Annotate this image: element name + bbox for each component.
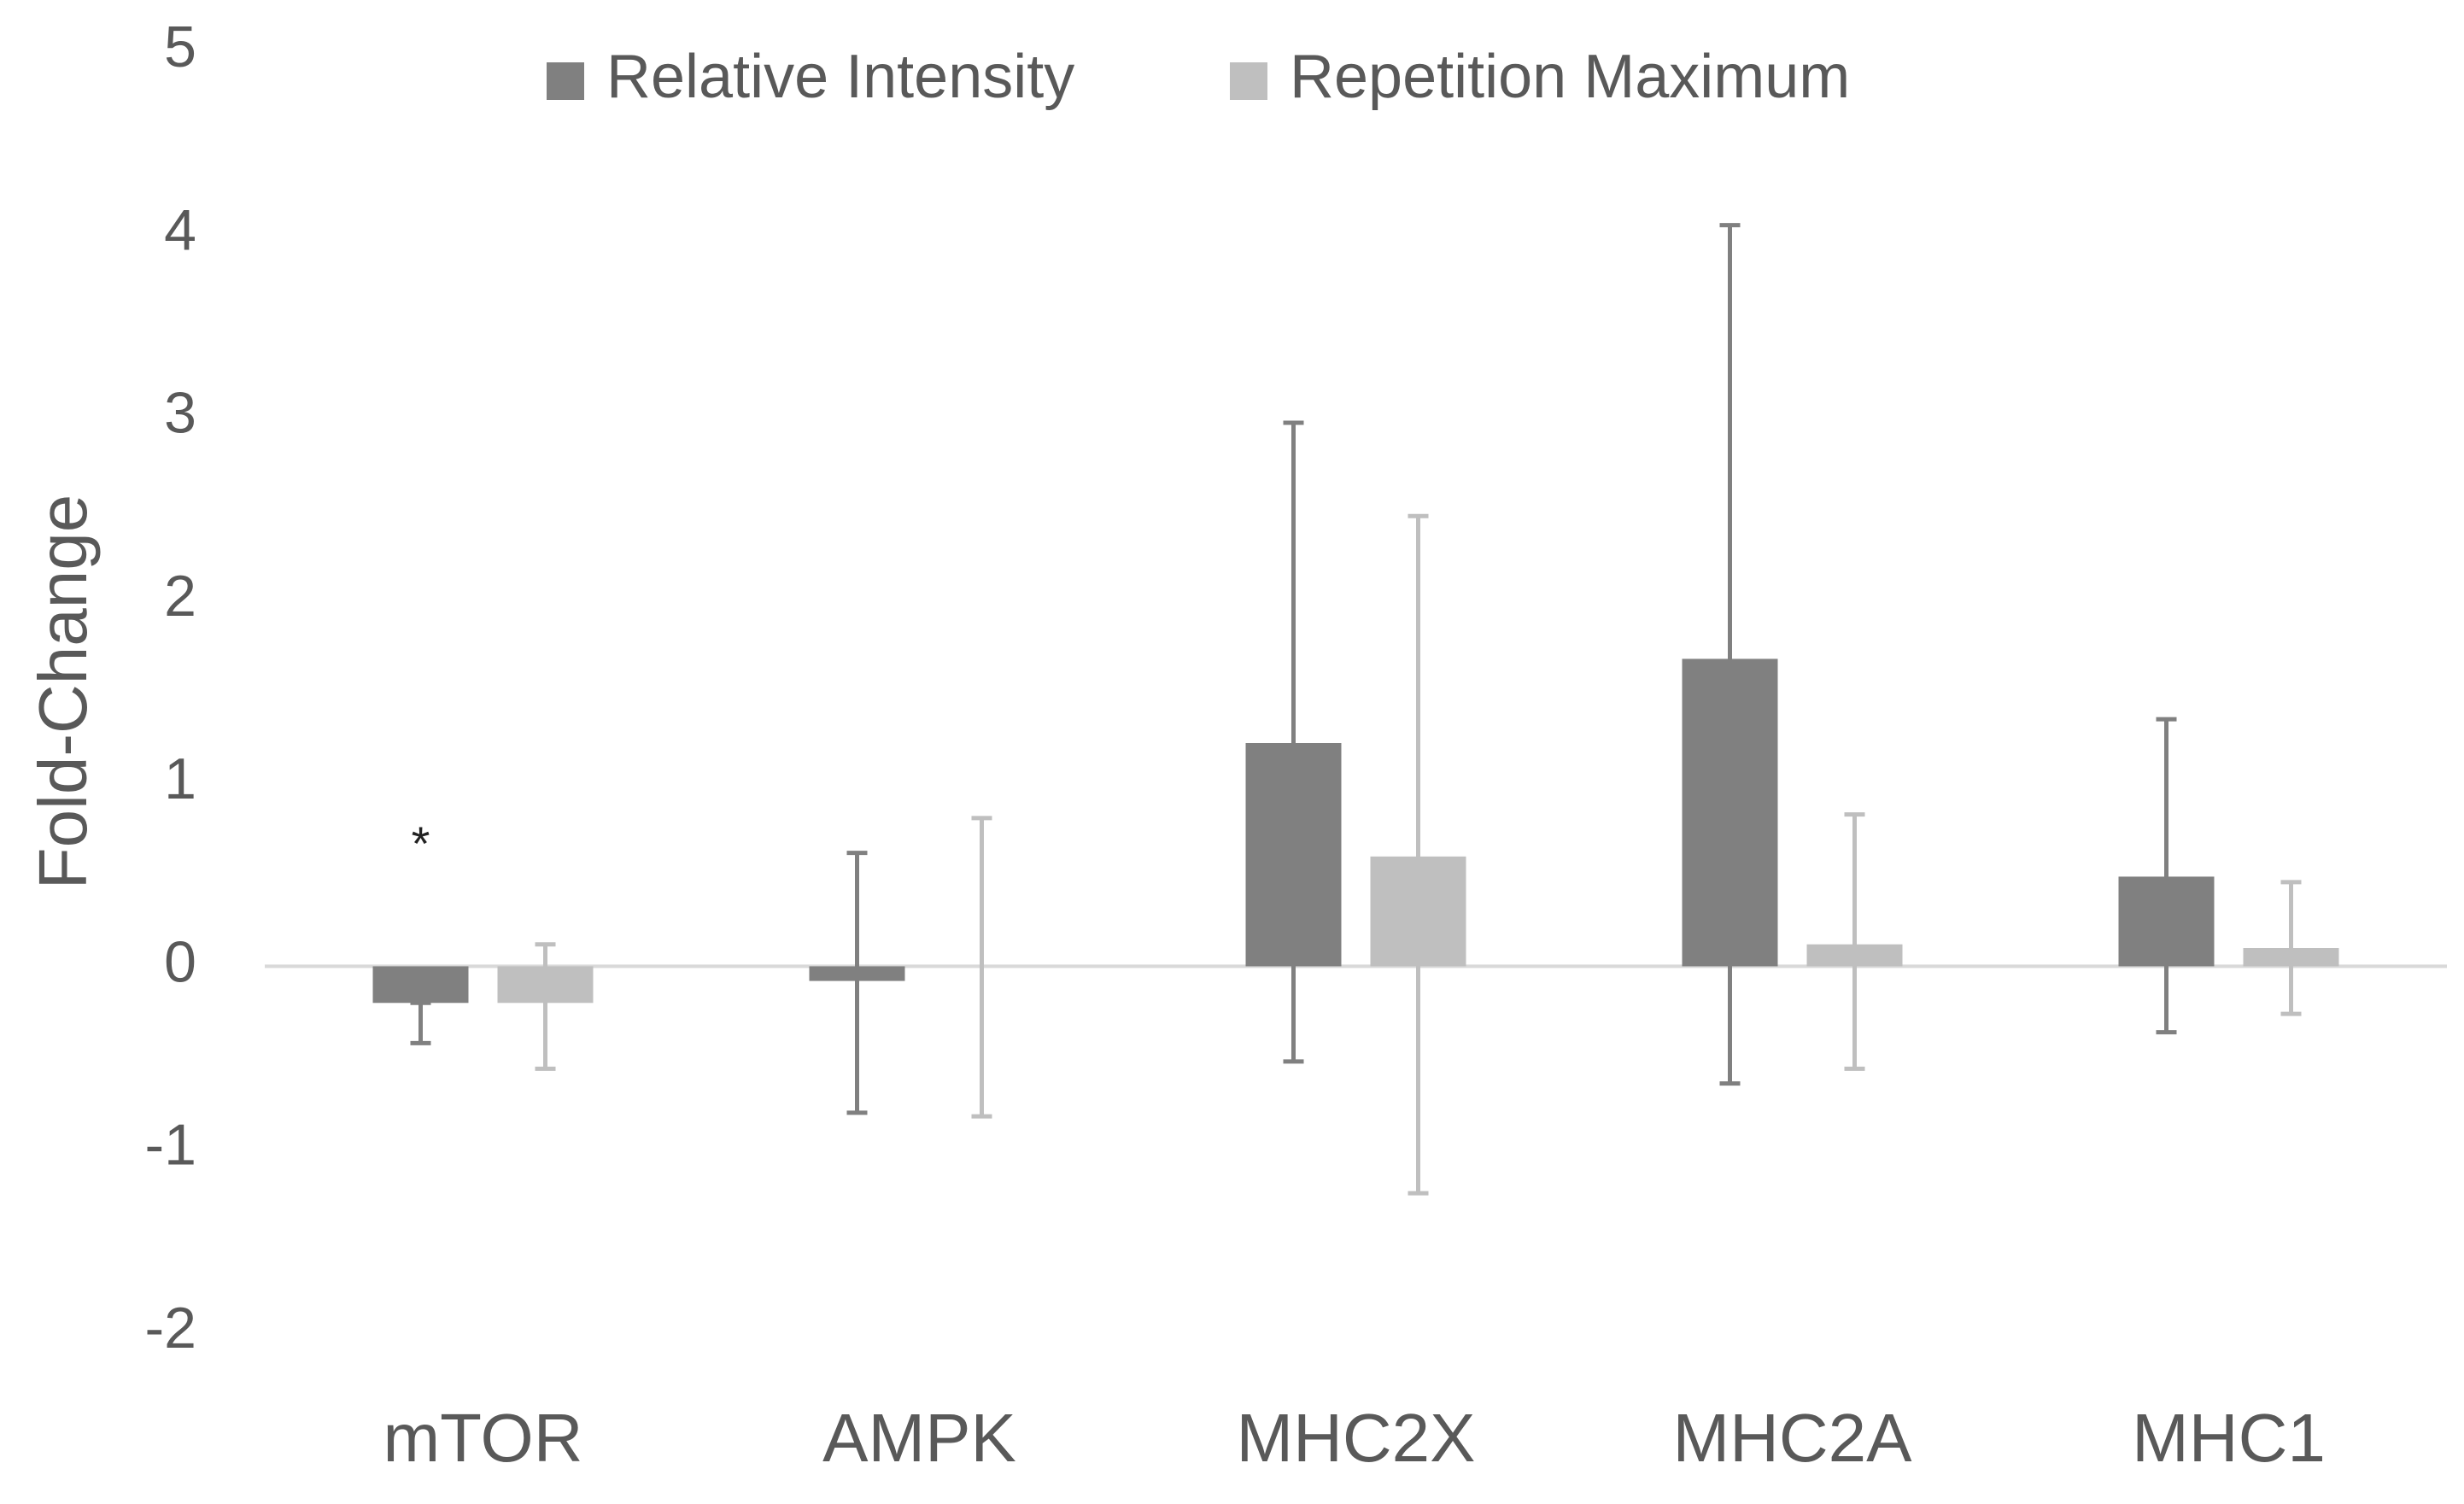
legend-swatch-series-1 xyxy=(547,62,584,100)
bar-mtor-series-1 xyxy=(372,966,469,1004)
significance-asterisk: * xyxy=(412,816,430,870)
x-tick-label-mtor: mTOR xyxy=(383,1400,582,1476)
y-tick-label: 3 xyxy=(164,381,196,446)
y-tick-label: 4 xyxy=(164,197,196,262)
legend-swatch-series-2 xyxy=(1230,62,1267,100)
legend: Relative Intensity Repetition Maximum xyxy=(547,43,1850,111)
y-tick-label: 1 xyxy=(164,746,196,811)
y-tick-label: 5 xyxy=(164,15,196,79)
y-axis-title: Fold-Change xyxy=(25,495,101,890)
x-tick-label-ampk: AMPK xyxy=(822,1400,1016,1476)
legend-label-series-2: Repetition Maximum xyxy=(1290,43,1850,111)
y-tick-label: 0 xyxy=(164,929,196,994)
y-tick-label: -1 xyxy=(145,1113,196,1178)
bars xyxy=(372,658,2339,1004)
legend-label-series-1: Relative Intensity xyxy=(606,43,1074,111)
x-tick-label-mhc2x: MHC2X xyxy=(1236,1400,1475,1476)
x-tick-label-mhc1: MHC1 xyxy=(2132,1400,2326,1476)
y-tick-label: -2 xyxy=(145,1296,196,1361)
x-axis: mTOR AMPK MHC2X MHC2A MHC1 xyxy=(383,1400,2325,1476)
x-tick-label-mhc2a: MHC2A xyxy=(1672,1400,1912,1476)
error-bars xyxy=(410,223,2302,1196)
annotations: * xyxy=(412,816,430,870)
y-axis: -2 -1 0 1 2 3 4 5 Fold-Change xyxy=(25,15,196,1361)
y-tick-label: 2 xyxy=(164,564,196,629)
